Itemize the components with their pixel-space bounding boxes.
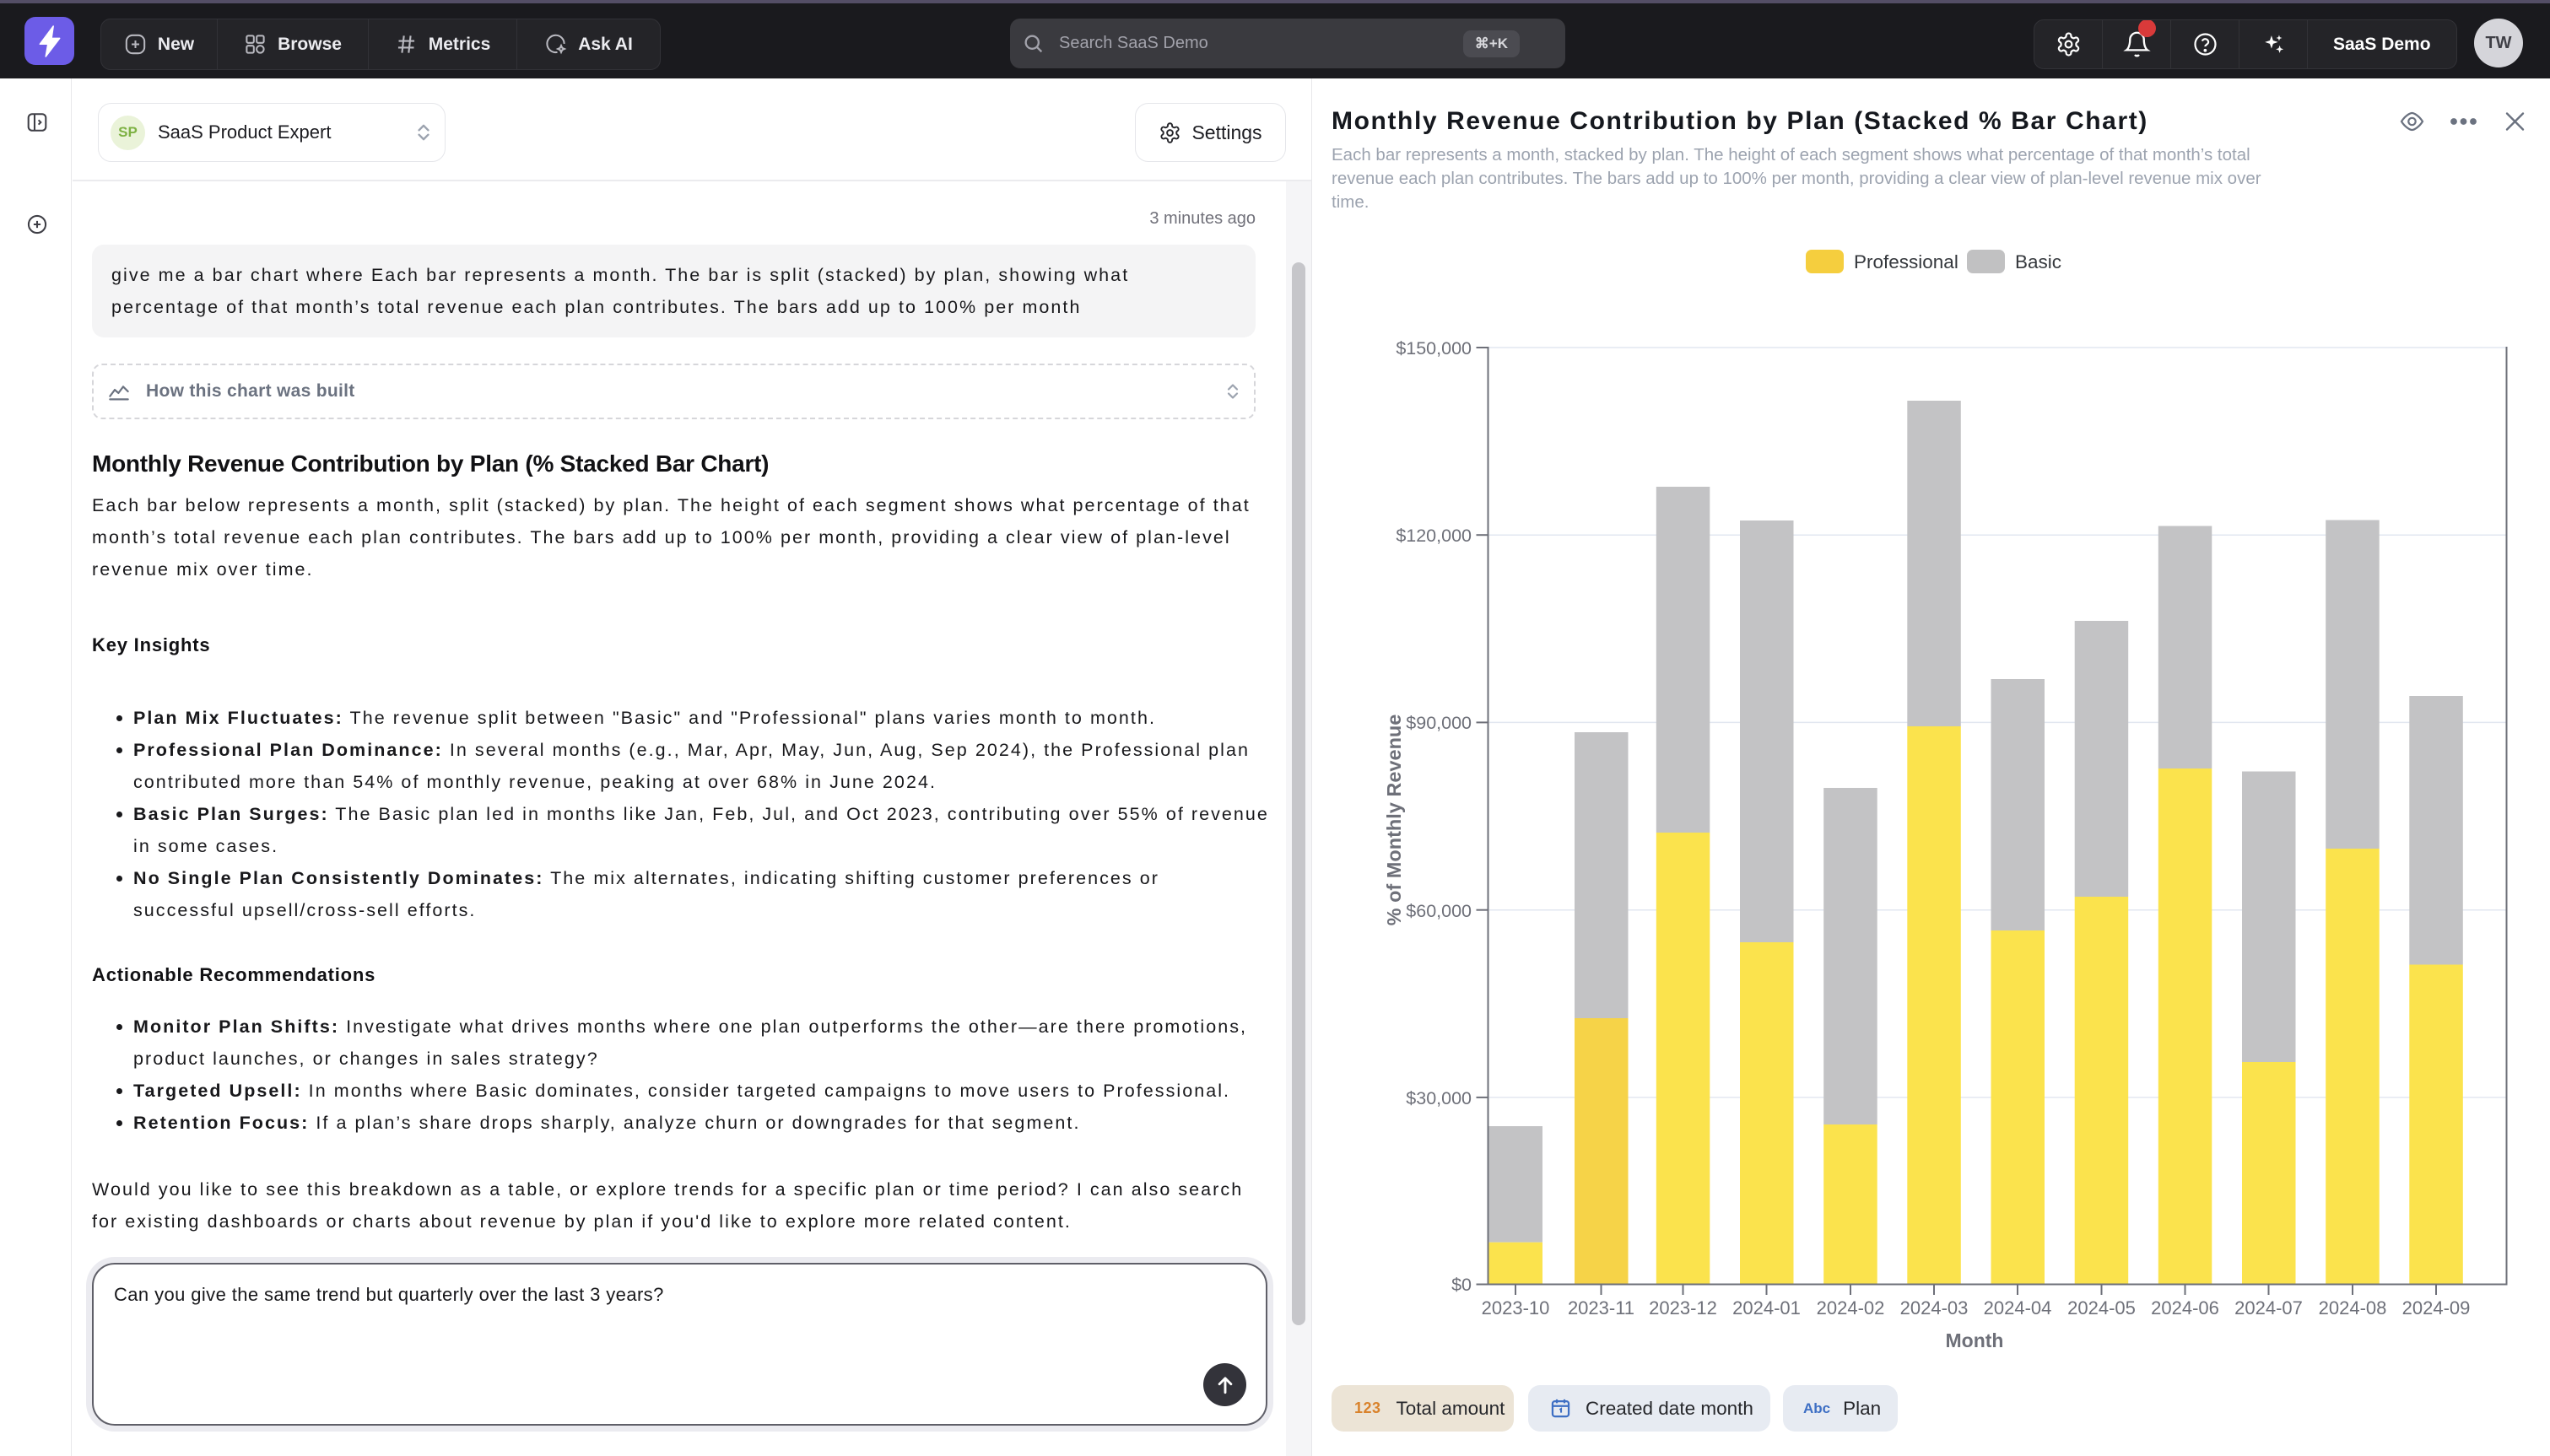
svg-text:2024-08: 2024-08 [2319, 1297, 2387, 1318]
svg-text:$120,000: $120,000 [1396, 526, 1472, 546]
svg-text:2024-09: 2024-09 [2402, 1297, 2471, 1318]
svg-text:$60,000: $60,000 [1406, 901, 1472, 921]
svg-text:$150,000: $150,000 [1396, 338, 1472, 359]
svg-text:2024-01: 2024-01 [1732, 1297, 1801, 1318]
svg-text:2024-03: 2024-03 [1900, 1297, 1969, 1318]
svg-text:2024-04: 2024-04 [1984, 1297, 2052, 1318]
svg-text:2023-11: 2023-11 [1568, 1297, 1634, 1318]
svg-text:$0: $0 [1451, 1275, 1472, 1295]
svg-text:$90,000: $90,000 [1406, 713, 1472, 733]
svg-text:2024-02: 2024-02 [1817, 1297, 1885, 1318]
svg-text:$30,000: $30,000 [1406, 1088, 1472, 1108]
svg-text:2024-06: 2024-06 [2151, 1297, 2219, 1318]
svg-text:2023-10: 2023-10 [1482, 1297, 1550, 1318]
svg-text:2024-07: 2024-07 [2234, 1297, 2303, 1318]
svg-text:2023-12: 2023-12 [1649, 1297, 1717, 1318]
svg-text:Month: Month [1946, 1329, 2004, 1351]
svg-text:% of Monthly Revenue: % of Monthly Revenue [1383, 715, 1405, 926]
svg-text:2024-05: 2024-05 [2067, 1297, 2136, 1318]
